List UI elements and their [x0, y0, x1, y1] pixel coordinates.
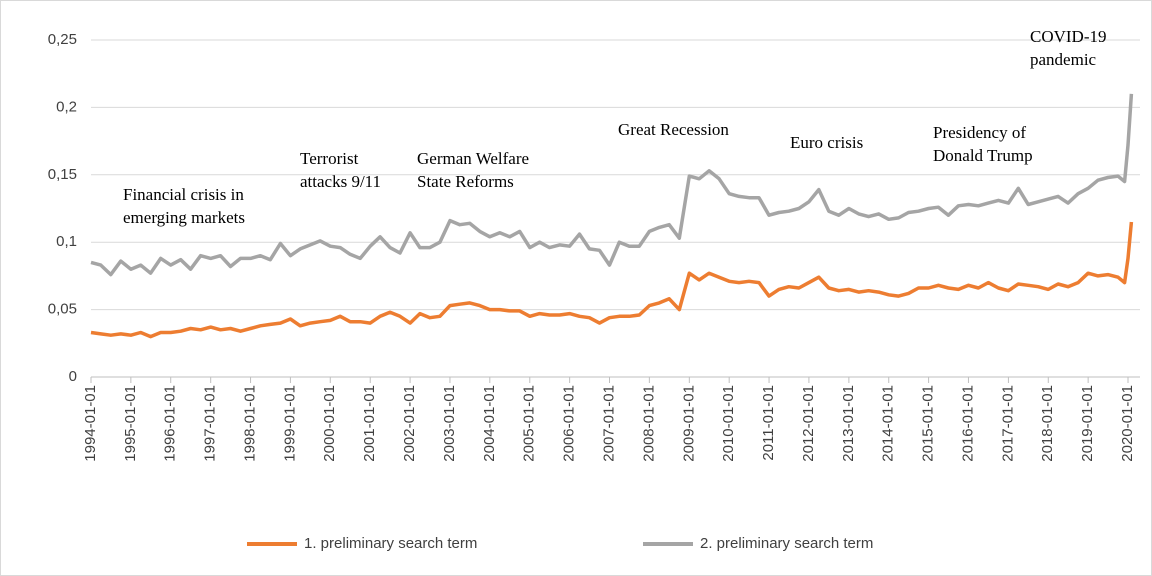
x-tick-label: 2009-01-01 [680, 385, 697, 462]
annotation: Financial crisis in [123, 185, 244, 204]
y-tick-label: 0,15 [48, 166, 77, 183]
annotation: pandemic [1030, 50, 1097, 69]
x-tick-label: 2005-01-01 [521, 385, 538, 462]
x-tick-label: 1997-01-01 [202, 385, 219, 462]
annotation: Terrorist [300, 149, 359, 168]
series-line [90, 221, 1134, 339]
x-tick-label: 1999-01-01 [281, 385, 298, 462]
y-tick-label: 0 [69, 368, 77, 385]
x-tick-label: 2019-01-01 [1079, 385, 1096, 462]
annotation: Euro crisis [790, 133, 863, 152]
annotation: German Welfare [417, 149, 529, 168]
x-tick-label: 1998-01-01 [242, 385, 259, 462]
x-tick-label: 2011-01-01 [760, 385, 777, 461]
x-tick-label: 2002-01-01 [401, 385, 418, 462]
x-tick-label: 2001-01-01 [361, 385, 378, 462]
legend-label: 2. preliminary search term [700, 535, 873, 552]
x-tick-label: 2007-01-01 [600, 385, 617, 462]
x-tick-label: 1996-01-01 [162, 385, 179, 462]
y-tick-label: 0,1 [56, 233, 77, 250]
x-tick-label: 2012-01-01 [800, 385, 817, 462]
y-tick-label: 0,05 [48, 301, 77, 318]
annotation: Presidency of [933, 123, 1026, 142]
annotation: emerging markets [123, 208, 245, 227]
annotation: COVID-19 [1030, 27, 1107, 46]
x-tick-label: 2006-01-01 [561, 385, 578, 462]
x-tick-label: 2015-01-01 [920, 385, 937, 462]
x-tick-label: 2017-01-01 [999, 385, 1016, 462]
annotation: attacks 9/11 [300, 172, 381, 191]
annotation: State Reforms [417, 172, 514, 191]
x-tick-label: 2010-01-01 [720, 385, 737, 462]
x-tick-label: 1995-01-01 [122, 385, 139, 462]
x-tick-label: 1994-01-01 [82, 385, 99, 462]
x-tick-label: 2008-01-01 [640, 385, 657, 462]
x-tick-label: 2016-01-01 [959, 385, 976, 462]
x-tick-label: 2003-01-01 [441, 385, 458, 462]
x-tick-label: 2004-01-01 [481, 385, 498, 462]
x-tick-label: 2020-01-01 [1119, 385, 1136, 462]
x-tick-label: 2013-01-01 [840, 385, 857, 462]
x-tick-label: 2014-01-01 [880, 385, 897, 462]
x-tick-label: 2018-01-01 [1039, 385, 1056, 462]
annotation: Donald Trump [933, 146, 1033, 165]
x-tick-label: 2000-01-01 [321, 385, 338, 462]
legend-label: 1. preliminary search term [304, 535, 477, 552]
y-tick-label: 0,2 [56, 98, 77, 115]
annotation: Great Recession [618, 120, 729, 139]
series-line [90, 93, 1134, 277]
y-tick-label: 0,25 [48, 31, 77, 48]
